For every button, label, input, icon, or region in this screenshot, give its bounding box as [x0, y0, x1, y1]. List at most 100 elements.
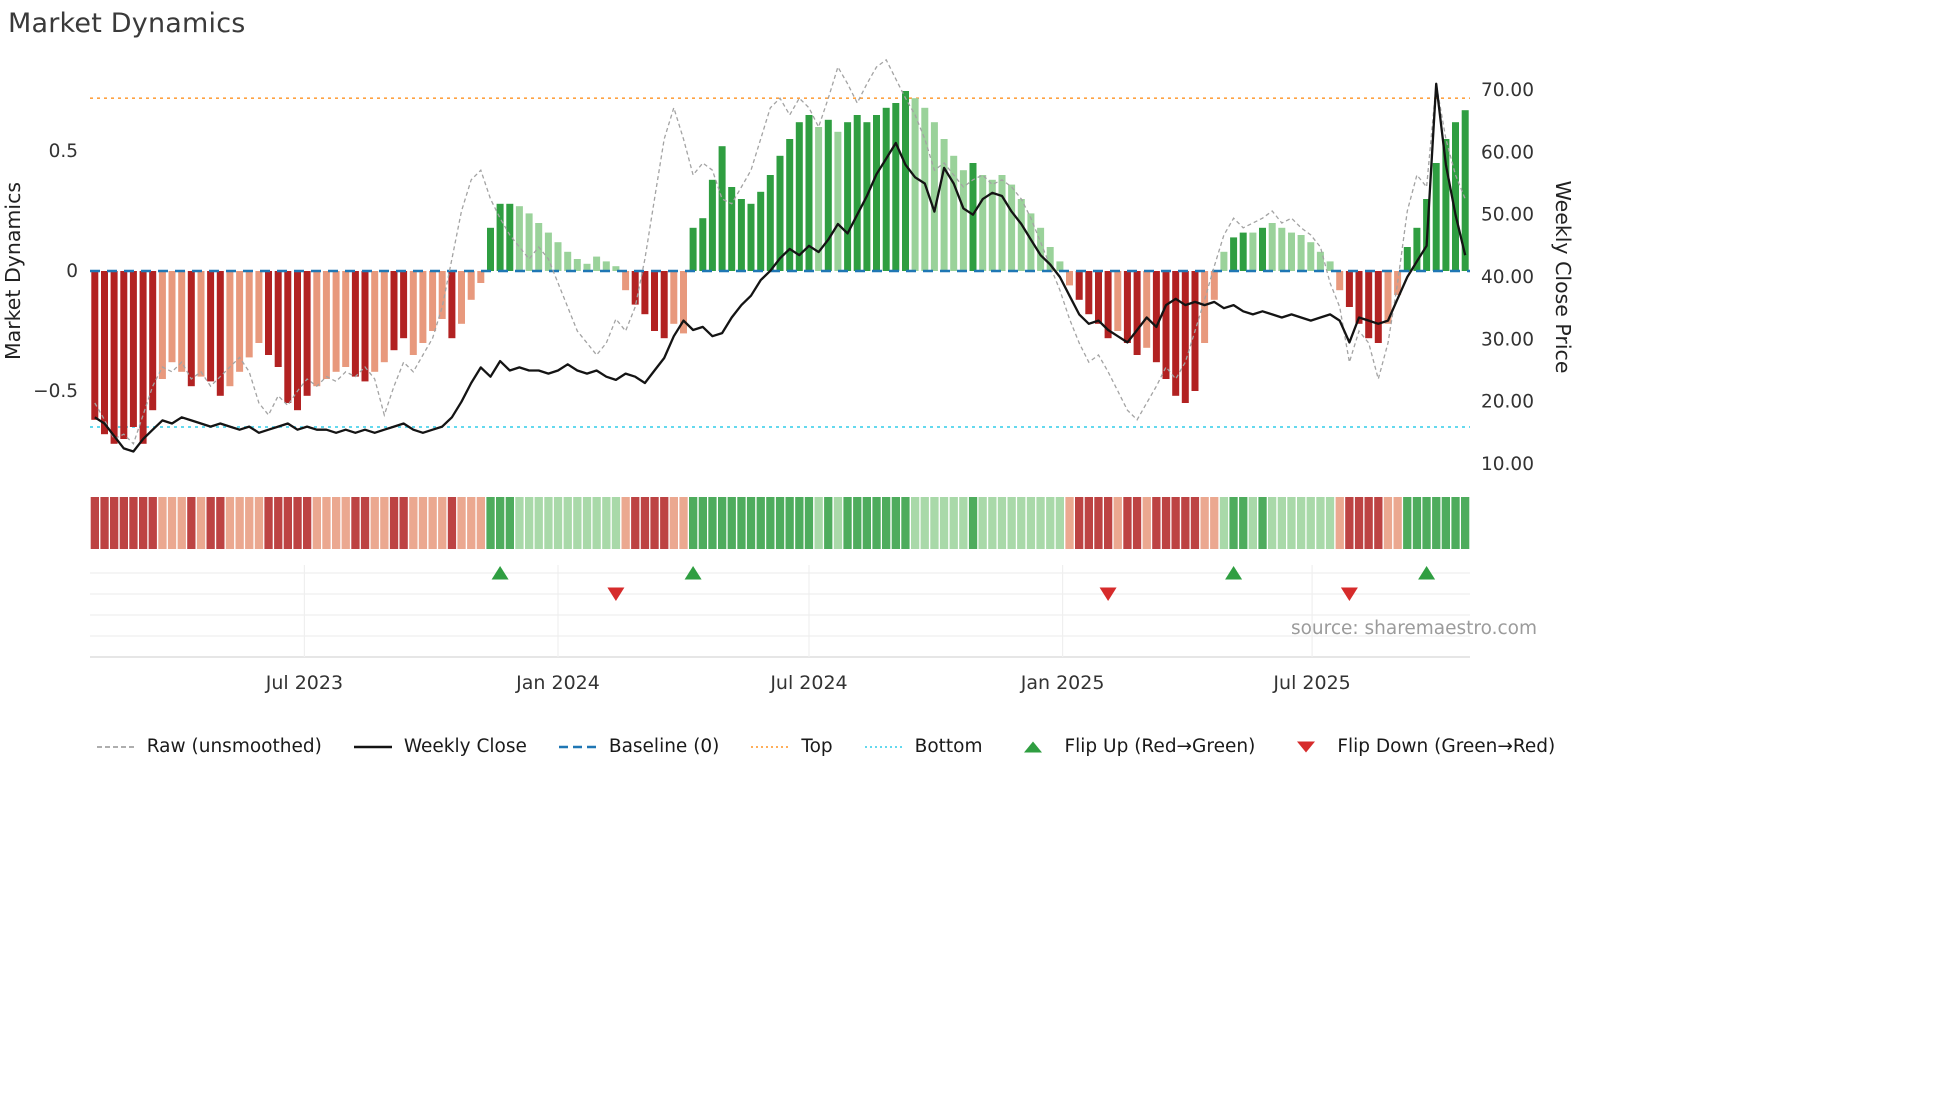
legend-item: Flip Down (Green→Red): [1285, 736, 1555, 757]
flip-marker-panel: [90, 565, 1470, 658]
heatmap-cell: [901, 497, 910, 549]
x-tick-label: Jan 2025: [1020, 672, 1105, 694]
oscillator-bar: [1104, 271, 1112, 339]
heatmap-cell: [110, 497, 119, 549]
heatmap-cell: [930, 497, 939, 549]
heatmap-cell: [988, 497, 997, 549]
oscillator-bar: [1162, 271, 1170, 379]
heatmap-cell: [631, 497, 640, 549]
heatmap-cell: [978, 497, 987, 549]
heatmap-cell: [1065, 497, 1074, 549]
oscillator-bar: [998, 175, 1006, 271]
oscillator-bar: [1085, 271, 1093, 315]
heatmap-cell: [553, 497, 563, 549]
heatmap-cell: [245, 497, 254, 549]
oscillator-bar: [873, 115, 880, 271]
oscillator-bar: [255, 271, 263, 343]
oscillator-bar: [1220, 251, 1228, 271]
heatmap-cell: [592, 497, 601, 549]
heatmap-cell: [1161, 497, 1171, 549]
heatmap-cell: [283, 497, 292, 549]
oscillator-bar: [728, 187, 736, 271]
oscillator-bar: [429, 271, 437, 331]
oscillator-bar: [313, 271, 321, 387]
heatmap-cell: [1287, 497, 1296, 549]
oscillator-bar: [786, 139, 794, 271]
heatmap-cell: [573, 497, 582, 549]
oscillator-bar: [651, 271, 658, 331]
heatmap-cell: [1277, 497, 1286, 549]
oscillator-bar: [1413, 227, 1421, 271]
oscillator-bar: [892, 103, 900, 271]
heatmap-cell: [90, 497, 99, 549]
legend-label: Raw (unsmoothed): [146, 736, 322, 757]
chart-legend: Raw (unsmoothed) Weekly Close Baseline (0)…: [60, 736, 1590, 757]
oscillator-bar: [1278, 227, 1286, 271]
oscillator-bar: [120, 271, 128, 439]
heatmap-cell: [1026, 497, 1036, 549]
oscillator-bar: [284, 271, 292, 403]
heatmap-cell: [1461, 497, 1470, 549]
oscillator-bar: [583, 263, 591, 271]
heatmap-cell: [882, 497, 891, 549]
line-longdash-icon: [558, 745, 597, 748]
heatmap-cell: [399, 497, 408, 549]
heatmap-cell: [1084, 497, 1093, 549]
oscillator-bar: [1143, 271, 1151, 348]
line-dotted-icon: [751, 745, 790, 748]
heatmap-cell: [303, 497, 312, 549]
heatmap-cell: [1094, 497, 1103, 549]
heatmap-cell: [563, 497, 572, 549]
heatmap-cell: [891, 497, 900, 549]
heatmap-cell: [264, 497, 273, 549]
oscillator-bar: [795, 122, 803, 271]
oscillator-bar: [631, 271, 639, 305]
heatmap-cell: [1055, 497, 1064, 549]
oscillator-bar: [1210, 271, 1218, 300]
heatmap-cell: [1123, 497, 1132, 549]
heatmap-cell: [100, 497, 109, 549]
heatmap-cell: [274, 497, 283, 549]
oscillator-bar: [1133, 271, 1141, 355]
heatmap-cell: [332, 497, 341, 549]
reference-lines: [90, 97, 1470, 428]
x-tick-label: Jul 2023: [265, 672, 343, 694]
oscillator-bar: [593, 256, 601, 271]
heatmap-cell: [1142, 497, 1151, 549]
oscillator-bar: [1046, 247, 1054, 271]
heatmap-cell: [727, 497, 736, 549]
oscillator-bar: [622, 271, 630, 291]
heatmap-cell: [949, 497, 958, 549]
oscillator-bar: [1452, 122, 1459, 271]
oscillator-bar: [149, 271, 157, 411]
oscillator-bar: [1239, 232, 1247, 271]
heatmap-cell: [1364, 497, 1373, 549]
heatmap-cell: [1306, 497, 1315, 549]
oscillator-bar: [902, 91, 909, 271]
oscillator-bar: [689, 227, 697, 271]
heatmap-cell: [698, 497, 707, 549]
oscillator-bar: [487, 227, 494, 271]
oscillator-bar: [1442, 139, 1450, 271]
oscillator-bar: [303, 271, 311, 396]
oscillator-bar: [1114, 271, 1122, 331]
oscillator-bar: [197, 271, 205, 377]
oscillator-bar: [1201, 271, 1209, 343]
oscillator-bar: [1336, 271, 1344, 291]
heatmap-cell: [602, 497, 611, 549]
line-solid-icon: [353, 745, 392, 748]
heatmap-cell: [968, 497, 978, 549]
oscillator-bar: [834, 131, 842, 271]
heatmap-cell: [119, 497, 128, 549]
oscillator-bar: [708, 179, 716, 271]
heatmap-cell: [1297, 497, 1306, 549]
oscillator-bar: [805, 115, 813, 271]
oscillator-bar: [815, 127, 823, 271]
oscillator-bar: [216, 271, 224, 396]
heatmap-cell: [486, 497, 495, 549]
oscillator-bar: [544, 232, 552, 271]
oscillator-bar: [448, 271, 456, 339]
oscillator-bar: [158, 271, 166, 379]
heatmap-cell: [1248, 497, 1257, 549]
oscillator-bar: [930, 122, 938, 271]
